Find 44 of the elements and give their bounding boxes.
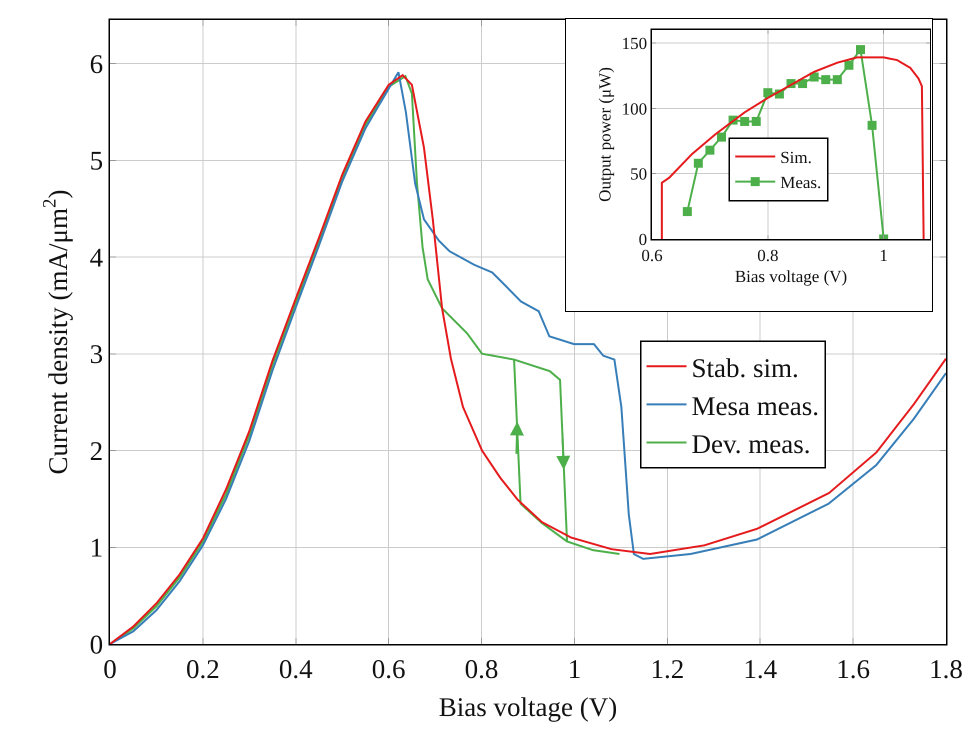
legend-label: Dev. meas.	[692, 429, 810, 460]
point	[856, 45, 865, 54]
point	[810, 72, 819, 82]
y-tick-label: 5	[90, 146, 104, 176]
point	[682, 207, 692, 216]
x-axis-title: Bias voltage (V)	[438, 692, 618, 722]
y-tick-label: 100	[622, 99, 648, 118]
point	[798, 79, 808, 88]
y-tick-label: 3	[90, 339, 104, 370]
y-tick-label: 4	[90, 242, 104, 272]
point	[763, 88, 772, 98]
x-tick-label: 0.6	[372, 654, 406, 684]
point	[832, 75, 842, 84]
y-tick-label: 6	[90, 48, 104, 79]
point	[717, 132, 726, 142]
y-tick-label: 1	[90, 532, 104, 563]
line-series	[660, 56, 925, 239]
x-tick-label: 0.4	[278, 654, 314, 684]
x-tick-label: 0.8	[464, 654, 498, 684]
x-tick-label: 1.2	[650, 654, 684, 684]
point	[694, 158, 703, 168]
point	[844, 60, 854, 70]
x-tick-label: 1.8	[929, 654, 963, 684]
x-tick-label: 1	[879, 246, 888, 265]
y-tick-label: 0	[90, 629, 104, 660]
legend-label: Mesa meas.	[692, 390, 819, 421]
x-tick-label: 1.6	[836, 654, 870, 684]
x-tick-label: 0.8	[757, 246, 778, 265]
point	[821, 75, 830, 84]
point	[740, 116, 750, 126]
x-tick-label: 1	[568, 654, 582, 684]
x-axis-title: Bias voltage (V)	[734, 267, 848, 286]
y-tick-label: 50	[630, 164, 648, 184]
y-tick-label: 150	[622, 34, 648, 54]
point	[752, 116, 761, 126]
y-axis-title: Output power (μW)	[595, 67, 614, 202]
point	[705, 146, 714, 155]
legend-label: Meas.	[780, 173, 822, 192]
legend-label: Sim.	[780, 148, 812, 168]
legend-label: Stab. sim.	[692, 352, 799, 383]
y-tick-label: 2	[90, 436, 104, 466]
point	[868, 120, 877, 130]
x-tick-label: 0.2	[186, 654, 220, 684]
x-tick-label: 1.4	[743, 654, 778, 684]
